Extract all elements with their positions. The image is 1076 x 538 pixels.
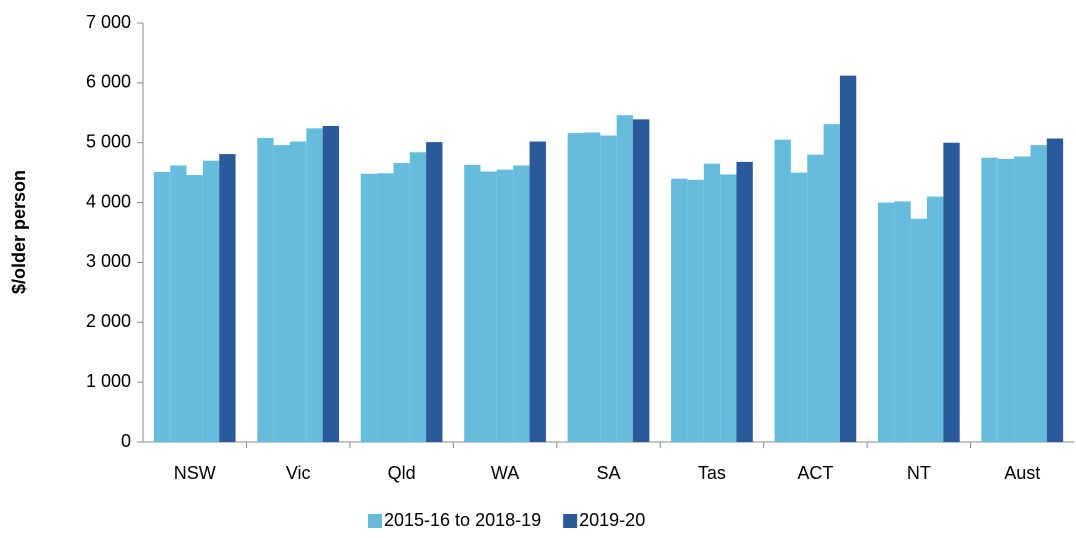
y-tick-label: 5 000 [86, 131, 131, 151]
bar [600, 135, 617, 442]
bar [306, 128, 323, 442]
bar [393, 163, 410, 442]
x-tick-label: ACT [797, 463, 833, 483]
bar [790, 172, 808, 442]
bar [409, 152, 427, 442]
x-tick-label: Aust [1004, 463, 1040, 483]
x-tick-label: WA [491, 463, 519, 483]
bar [981, 157, 998, 442]
legend-swatch [368, 514, 382, 528]
bar [671, 178, 688, 442]
bar [464, 164, 481, 442]
bar [894, 201, 911, 442]
bar [170, 165, 187, 442]
y-tick-label: 0 [121, 431, 131, 451]
bar [943, 142, 960, 442]
x-tick-label: SA [596, 463, 620, 483]
bar [703, 163, 721, 442]
bar [736, 161, 753, 442]
bar [322, 125, 340, 442]
bar [807, 154, 824, 442]
bar [219, 154, 236, 442]
bar [289, 141, 307, 442]
x-tick-label: Qld [388, 463, 416, 483]
bar [496, 169, 514, 442]
bar [1046, 138, 1064, 442]
bar [1014, 156, 1031, 442]
y-tick-label: 1 000 [86, 371, 131, 391]
bar [927, 196, 944, 442]
x-tick-label: NSW [174, 463, 216, 483]
bar [273, 145, 290, 442]
bar [583, 132, 601, 442]
bar [839, 75, 857, 442]
bar [823, 124, 840, 442]
bar [480, 171, 497, 442]
bar [997, 158, 1015, 442]
bar [513, 165, 530, 442]
bar [202, 160, 220, 442]
legend-label: 2015-16 to 2018-19 [384, 510, 541, 530]
bar [186, 175, 203, 442]
bar [687, 179, 704, 442]
bar [257, 137, 274, 442]
x-tick-label: Vic [286, 463, 311, 483]
bar [910, 218, 928, 442]
bar [153, 172, 171, 442]
bar [567, 133, 584, 442]
bar [529, 141, 546, 442]
bar [426, 142, 443, 442]
bar [377, 173, 394, 442]
y-tick-label: 4 000 [86, 191, 131, 211]
legend-swatch [563, 514, 578, 528]
y-tick-label: 7 000 [86, 12, 131, 32]
x-tick-label: Tas [698, 463, 726, 483]
y-tick-label: 2 000 [86, 311, 131, 331]
bar [1030, 145, 1047, 442]
bar [616, 115, 634, 443]
bar [877, 202, 895, 442]
x-tick-label: NT [907, 463, 931, 483]
y-tick-label: 6 000 [86, 72, 131, 92]
bar [720, 174, 737, 442]
bar [774, 139, 791, 442]
y-tick-label: 3 000 [86, 251, 131, 271]
legend-label: 2019-20 [579, 510, 645, 530]
y-axis-label: $/older person [9, 170, 29, 294]
bar [360, 173, 378, 442]
bar [633, 119, 650, 443]
